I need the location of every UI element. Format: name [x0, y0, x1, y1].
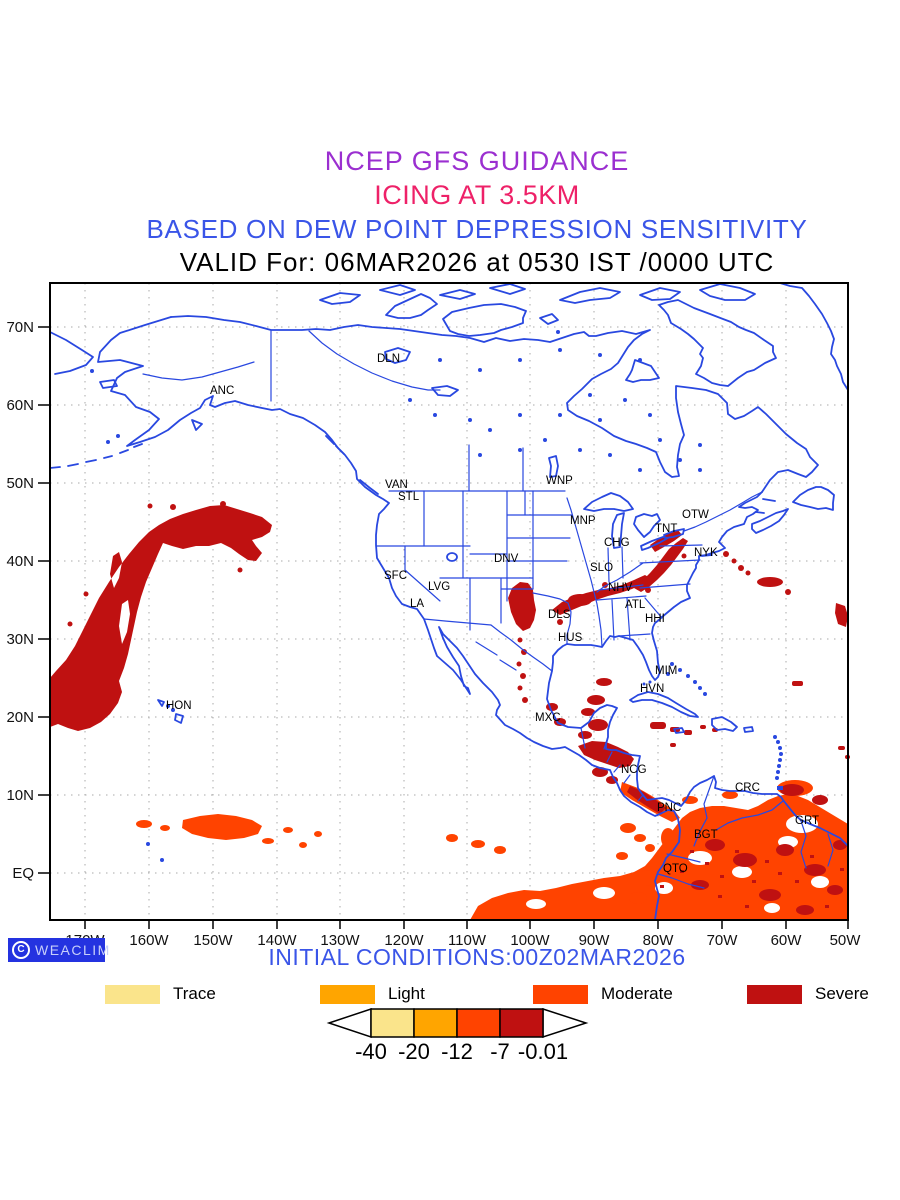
lat-label-10n: 10N: [6, 787, 34, 804]
lon-label-80w: 80W: [643, 932, 675, 949]
lon-label-60w: 60W: [771, 932, 803, 949]
lon-label-70w: 70W: [707, 932, 739, 949]
logo-text: WEACLIM: [35, 942, 111, 958]
map-frame: [49, 282, 849, 921]
moderate-label: Moderate: [601, 984, 673, 1003]
scale-right-arrow: [542, 1008, 589, 1039]
legend-item-severe: Severe: [747, 984, 869, 1004]
light-label: Light: [388, 984, 425, 1003]
icing-severe-areas: [50, 501, 850, 915]
station-label-chg: CHG: [604, 537, 630, 549]
legend-item-moderate: Moderate: [533, 984, 673, 1004]
severe-label: Severe: [815, 984, 869, 1003]
scale-tick-3: -7: [490, 1039, 510, 1064]
lon-label-110w: 110W: [448, 932, 487, 949]
scale-cell-trace: [370, 1008, 415, 1038]
station-label-dls: DLS: [548, 609, 571, 621]
lat-label-eq: EQ: [12, 865, 34, 882]
station-label-sfc: SFC: [384, 570, 407, 582]
scale-tick-4: -0.01: [518, 1039, 568, 1064]
station-label-crc: CRC: [735, 782, 760, 794]
lon-label-50w: 50W: [830, 932, 862, 949]
scale-tick-1: -20: [398, 1039, 430, 1064]
station-label-hhi: HHI: [645, 613, 665, 625]
severe-swatch: [747, 984, 802, 1004]
legend-item-trace: Trace: [105, 984, 216, 1004]
legend-item-light: Light: [320, 984, 425, 1004]
station-label-mnp: MNP: [570, 515, 596, 527]
copyright-icon: C: [12, 941, 30, 959]
station-label-lvg: LVG: [428, 581, 450, 593]
severe-speckles: [660, 850, 844, 908]
lon-label-140w: 140W: [257, 932, 297, 949]
trace-label: Trace: [173, 984, 216, 1003]
station-label-dnv: DNV: [494, 553, 519, 565]
lon-label-90w: 90W: [579, 932, 611, 949]
station-label-wnp: WNP: [546, 475, 573, 487]
scale-tick-0: -40: [355, 1039, 387, 1064]
station-label-hon: HON: [166, 700, 192, 712]
lon-label-160w: 160W: [129, 932, 169, 949]
station-label-van: VAN: [385, 479, 408, 491]
scale-cell-severe: [499, 1008, 544, 1038]
station-label-nyk: NYK: [694, 547, 718, 559]
light-swatch: [320, 984, 375, 1004]
station-label-slo: SLO: [590, 562, 613, 574]
station-label-hvn: HVN: [640, 683, 664, 695]
page-title-model: NCEP GFS GUIDANCE: [324, 146, 630, 176]
lat-label-30n: 30N: [6, 631, 34, 648]
lon-label-130w: 130W: [320, 932, 360, 949]
lat-label-40n: 40N: [6, 553, 34, 570]
station-label-mim: MIM: [655, 665, 677, 677]
weaclim-logo[interactable]: C WEACLIM: [8, 938, 109, 962]
station-label-pnc: PNC: [657, 802, 681, 814]
state-borders-and-rivers: [142, 330, 834, 889]
icing-moderate-areas: [136, 780, 848, 920]
station-label-tnt: TNT: [655, 523, 677, 535]
small-lakes: [408, 348, 702, 472]
station-label-la: LA: [410, 598, 424, 610]
page-title-product: ICING AT 3.5KM: [374, 180, 580, 210]
axis-ticks: [38, 326, 849, 929]
coastlines: [49, 282, 849, 921]
station-label-anc: ANC: [210, 385, 234, 397]
lon-label-120w: 120W: [384, 932, 424, 949]
station-label-otw: OTW: [682, 509, 709, 521]
station-label-stl: STL: [398, 491, 420, 503]
lon-label-150w: 150W: [193, 932, 233, 949]
lat-label-50n: 50N: [6, 475, 34, 492]
initial-conditions-text: INITIAL CONDITIONS:00Z02MAR2026: [268, 944, 686, 970]
lat-label-20n: 20N: [6, 709, 34, 726]
station-label-ncg: NCG: [621, 764, 647, 776]
page-title-valid-time: VALID For: 06MAR2026 at 0530 IST /0000 U…: [179, 247, 775, 277]
station-label-atl: ATL: [625, 599, 646, 611]
scale-cell-light: [413, 1008, 458, 1038]
scale-tick-2: -12: [441, 1039, 473, 1064]
color-scale-bar: -40 -20 -12 -7 -0.01: [326, 1008, 589, 1064]
station-label-hus: HUS: [558, 632, 583, 644]
station-label-dln: DLN: [377, 353, 400, 365]
station-label-grt: GRT: [795, 815, 819, 827]
trace-swatch: [105, 984, 160, 1004]
scale-left-arrow: [326, 1008, 372, 1039]
moderate-swatch: [533, 984, 588, 1004]
station-label-nhv: NHV: [608, 582, 633, 594]
icing-field-gaps: [526, 815, 829, 913]
station-label-mxc: MXC: [535, 712, 561, 724]
lat-label-70n: 70N: [6, 319, 34, 336]
station-label-qto: QTO: [663, 863, 688, 875]
lat-label-60n: 60N: [6, 397, 34, 414]
axis-labels: 70N60N50N40N30N20N10NEQ170W160W150W140W1…: [6, 319, 861, 949]
grid-lines: [50, 283, 849, 920]
page-title-method: BASED ON DEW POINT DEPRESSION SENSITIVIT…: [146, 214, 808, 244]
lon-label-100w: 100W: [510, 932, 550, 949]
station-label-bgt: BGT: [694, 829, 718, 841]
scale-cell-moderate: [456, 1008, 501, 1038]
